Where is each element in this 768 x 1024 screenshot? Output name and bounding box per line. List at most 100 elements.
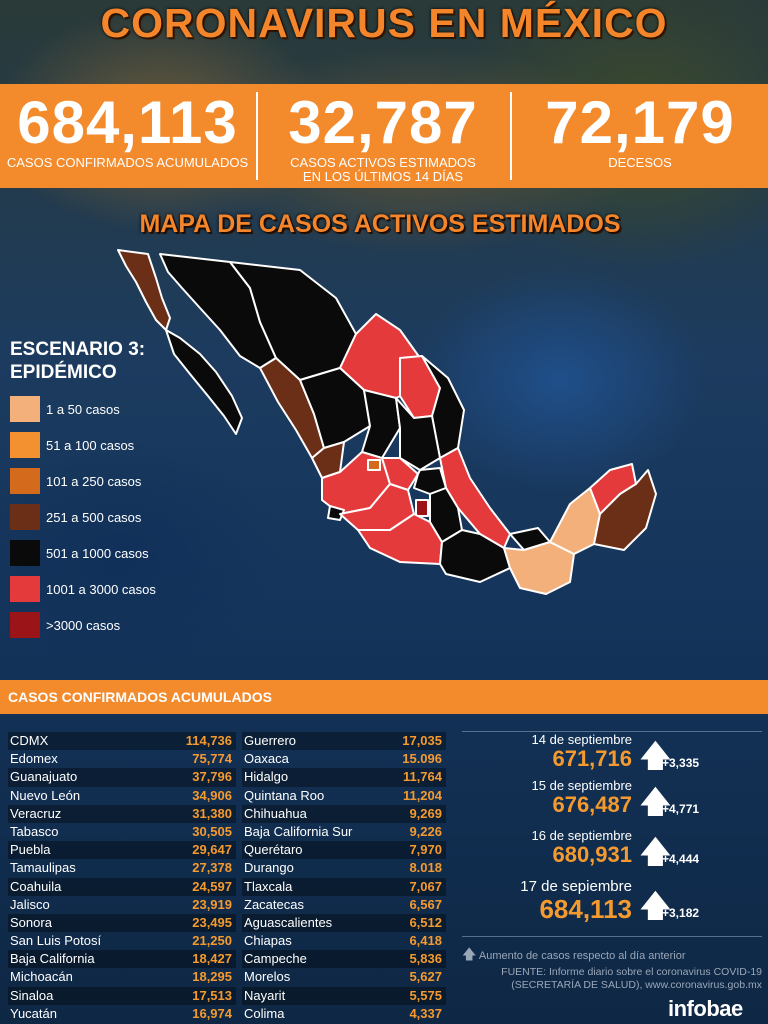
state-name: Oaxaca <box>244 751 289 767</box>
scenario-label: ESCENARIO 3: EPIDÉMICO <box>10 338 145 384</box>
infobae-logo: infobae <box>668 996 743 1021</box>
map-state-durango <box>299 367 371 449</box>
state-cases: 18,295 <box>192 969 232 985</box>
increase-note-text: Aumento de casos respecto al día anterio… <box>478 950 686 962</box>
daily-divider <box>462 731 762 732</box>
table-row: Hidalgo 11,764 <box>242 768 446 787</box>
state-cases: 6,567 <box>409 896 442 912</box>
state-name: Edomex <box>10 751 58 767</box>
cases-table-left: CDMX 114,736 Edomex 75,774 Guanajuato 37,796 N… <box>8 732 236 1023</box>
state-name: Puebla <box>10 842 51 858</box>
stat-active-value: 32,787 <box>288 89 478 156</box>
state-name: Jalisco <box>10 896 50 912</box>
page-title: CORONAVIRUS EN MÉXICO <box>100 0 668 46</box>
table-row: Edomex 75,774 <box>8 750 236 768</box>
state-cases: 6,418 <box>409 933 442 949</box>
map-state-cdmx <box>415 499 429 517</box>
arrow-up-icon: 🡅 <box>640 836 671 869</box>
state-name: Sinaloa <box>10 987 54 1003</box>
table-row: Sonora 23,495 <box>8 913 236 933</box>
legend-swatch <box>10 576 40 602</box>
table-row: Jalisco 23,919 <box>8 896 236 914</box>
state-cases: 29,647 <box>192 842 232 858</box>
state-cases: 15.096 <box>402 751 442 767</box>
state-cases: 24,597 <box>192 878 232 894</box>
map-state-quintana-roo <box>593 469 657 551</box>
state-cases: 114,736 <box>185 733 232 748</box>
legend-item: >3000 casos <box>10 612 210 638</box>
legend-swatch <box>10 432 40 458</box>
table-row: Michoacán 18,295 <box>8 968 236 986</box>
legend-swatch <box>10 396 40 422</box>
state-cases: 7,970 <box>409 842 442 858</box>
state-name: Tlaxcala <box>244 878 293 894</box>
table-row: Tamaulipas 27,378 <box>8 859 236 877</box>
state-cases: 37,796 <box>192 769 232 785</box>
state-cases: 27,378 <box>192 860 232 876</box>
state-name: Colima <box>244 1005 285 1021</box>
stat-active-label-line2: EN LOS ÚLTIMOS 14 DÍAS <box>302 169 464 184</box>
map-state-baja-california-sur <box>165 329 243 435</box>
table-row: Tlaxcala 7,067 <box>242 877 446 896</box>
legend-label: 1001 a 3000 casos <box>46 582 156 597</box>
daily-total: 684,113 <box>539 894 632 924</box>
stat-divider <box>510 92 512 180</box>
state-name: Hidalgo <box>244 769 289 785</box>
increase-note: 🡅 Aumento de casos respecto al día anter… <box>462 944 762 968</box>
map-state-campeche <box>549 487 601 555</box>
stat-confirmed-value: 684,113 <box>17 89 238 156</box>
legend-label: 51 a 100 casos <box>46 438 135 453</box>
legend-item: 1 a 50 casos <box>10 396 210 422</box>
state-cases: 21,250 <box>192 933 232 949</box>
stat-deaths-label: DECESOS <box>608 155 672 170</box>
daily-date: 16 de septiembre <box>531 828 632 843</box>
table-header-bar: CASOS CONFIRMADOS ACUMULADOS <box>0 680 768 714</box>
stat-deaths: 72,179 DECESOS <box>512 84 768 188</box>
arrow-up-icon: 🡅 <box>640 890 671 923</box>
daily-total: 680,931 <box>552 842 632 867</box>
table-row: Quintana Roo 11,204 <box>242 787 446 805</box>
table-row: Nuevo León 34,906 <box>8 787 236 805</box>
state-name: Querétaro <box>244 842 303 858</box>
mexico-map <box>117 249 657 595</box>
stat-confirmed: 684,113 CASOS CONFIRMADOS ACUMULADOS <box>0 84 255 188</box>
table-row: Guerrero 17,035 <box>242 732 446 751</box>
legend-label: >3000 casos <box>46 618 121 633</box>
map-state-colima <box>327 505 345 521</box>
state-name: Aguascalientes <box>244 914 333 930</box>
table-row: Chiapas 6,418 <box>242 932 446 950</box>
map-state-aguascalientes <box>367 459 381 471</box>
state-cases: 16,974 <box>192 1005 232 1021</box>
state-cases: 17,035 <box>402 733 442 748</box>
legend-item: 101 a 250 casos <box>10 468 210 494</box>
table-row: Sinaloa 17,513 <box>8 986 236 1005</box>
stat-active-label-line1: CASOS ACTIVOS ESTIMADOS <box>290 155 476 170</box>
state-name: Nuevo León <box>10 787 81 803</box>
table-row: Durango 8.018 <box>242 859 446 877</box>
daily-divider <box>462 936 762 937</box>
daily-total: 676,487 <box>552 792 632 817</box>
state-name: Veracruz <box>10 805 62 821</box>
cases-table-right: Guerrero 17,035 Oaxaca 15.096 Hidalgo 11,764 Q… <box>242 732 446 1023</box>
map-state-guanajuato <box>381 457 419 491</box>
map-state-san-luis-potosi <box>395 397 441 471</box>
table-row: Oaxaca 15.096 <box>242 750 446 768</box>
table-row: Morelos 5,627 <box>242 968 446 986</box>
state-name: Quintana Roo <box>244 787 325 803</box>
state-name: Chiapas <box>244 933 292 949</box>
state-name: Tabasco <box>10 823 59 839</box>
state-cases: 23,919 <box>192 896 232 912</box>
table-row: Tabasco 30,505 <box>8 823 236 841</box>
state-name: Campeche <box>244 951 307 967</box>
daily-date: 14 de septiembre <box>531 732 632 747</box>
state-name: Guanajuato <box>10 769 78 785</box>
table-row: Aguascalientes 6,512 <box>242 913 446 933</box>
state-name: Baja California <box>10 951 95 967</box>
table-row: Colima 4,337 <box>242 1005 446 1023</box>
legend-swatch <box>10 504 40 530</box>
arrow-up-icon: 🡅 <box>462 946 477 962</box>
table-row: Campeche 5,836 <box>242 950 446 969</box>
table-row: Yucatán 16,974 <box>8 1005 236 1023</box>
stat-confirmed-label: CASOS CONFIRMADOS ACUMULADOS <box>6 155 249 170</box>
table-row: Chihuahua 9,269 <box>242 804 446 823</box>
